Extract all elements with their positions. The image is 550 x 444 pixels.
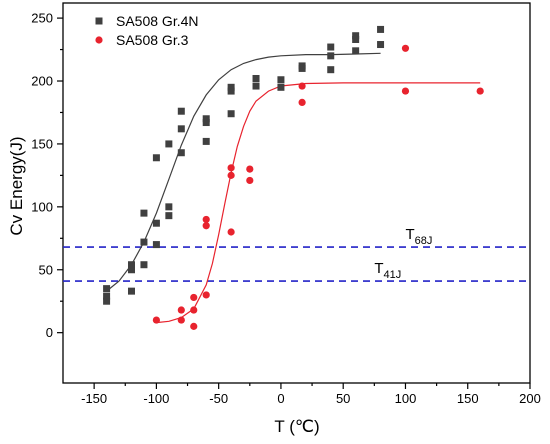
x-tick-label: 0 <box>277 391 284 406</box>
plot-area <box>62 2 531 384</box>
x-tick-label: -100 <box>143 391 169 406</box>
data-point-square <box>352 32 360 40</box>
y-tick-label: 100 <box>31 199 53 214</box>
data-point-circle <box>246 165 254 173</box>
x-tick-label: 50 <box>336 391 350 406</box>
data-point-square <box>127 287 135 295</box>
data-point-square <box>127 261 135 269</box>
data-point-square <box>103 297 111 305</box>
reference-line-label: T41J <box>374 260 401 281</box>
data-point-square <box>277 76 285 84</box>
data-point-circle <box>177 306 185 314</box>
data-point-square <box>165 140 173 148</box>
data-point-square <box>202 119 210 127</box>
data-point-square <box>377 25 385 33</box>
data-point-circle <box>190 306 198 314</box>
y-tick-label: 150 <box>31 136 53 151</box>
y-tick-label: 200 <box>31 74 53 89</box>
legend-label: SA508 Gr.4N <box>116 13 199 29</box>
data-point-circle <box>202 291 210 299</box>
data-point-square <box>252 74 260 82</box>
y-axis-label: Cv Energy(J) <box>7 136 26 235</box>
y-tick-label: 0 <box>46 325 53 340</box>
plot-frame <box>62 2 531 384</box>
data-point-square <box>140 261 148 269</box>
data-point-circle <box>227 164 235 172</box>
data-point-square <box>140 209 148 217</box>
legend-label: SA508 Gr.3 <box>116 32 189 48</box>
data-point-circle <box>152 316 160 324</box>
data-point-square <box>327 66 335 74</box>
data-point-square <box>152 219 160 227</box>
data-point-square <box>227 83 235 91</box>
data-point-square <box>352 47 360 55</box>
data-point-square <box>152 241 160 249</box>
x-tick-label: 200 <box>519 391 541 406</box>
y-axis: 0 50 100 150 200 250 <box>31 11 63 340</box>
data-point-square <box>177 125 185 133</box>
data-point-square <box>298 62 306 70</box>
x-tick-label: -150 <box>81 391 107 406</box>
legend-marker-square <box>95 17 103 25</box>
y-tick-label: 50 <box>39 262 53 277</box>
data-point-square <box>127 266 135 274</box>
data-point-circle <box>202 215 210 224</box>
fit-curves <box>106 52 481 324</box>
data-point-square <box>227 87 235 95</box>
x-tick-label: 150 <box>457 391 479 406</box>
data-point-square <box>352 35 360 43</box>
data-point-square <box>227 110 235 118</box>
data-points <box>103 25 484 330</box>
data-point-square <box>177 107 185 115</box>
data-point-square <box>177 149 185 157</box>
data-point-circle <box>227 171 235 179</box>
data-point-circle <box>190 322 198 330</box>
data-point-square <box>252 82 260 90</box>
data-point-circle <box>298 98 306 107</box>
x-axis-label: T (℃) <box>274 417 319 436</box>
data-point-square <box>152 154 160 162</box>
x-axis: -150 -100 -50 0 50 100 150 200 <box>81 383 541 406</box>
data-point-square <box>327 52 335 60</box>
data-point-square <box>103 292 111 300</box>
data-point-circle <box>401 44 410 52</box>
reference-line-label: T68J <box>405 226 432 247</box>
data-point-circle <box>246 176 254 185</box>
data-point-square <box>202 115 210 123</box>
data-point-square <box>377 41 385 49</box>
data-point-circle <box>227 228 235 236</box>
data-point-square <box>165 203 173 211</box>
fit-curve <box>106 52 381 292</box>
data-point-circle <box>190 293 198 302</box>
data-point-circle <box>476 87 484 95</box>
data-point-square <box>165 212 173 220</box>
data-point-circle <box>202 222 210 230</box>
x-tick-label: -50 <box>209 391 228 406</box>
data-point-circle <box>401 87 410 95</box>
data-point-square <box>202 137 210 145</box>
data-point-square <box>140 238 148 246</box>
x-tick-label: 100 <box>395 391 417 406</box>
data-point-square <box>277 83 285 91</box>
data-point-circle <box>177 316 185 324</box>
data-point-square <box>103 285 111 293</box>
legend-marker-circle <box>95 36 103 44</box>
y-tick-label: 250 <box>31 11 53 26</box>
legend: SA508 Gr.4N SA508 Gr.3 <box>95 13 199 48</box>
data-point-circle <box>298 82 306 90</box>
data-point-square <box>327 43 335 51</box>
